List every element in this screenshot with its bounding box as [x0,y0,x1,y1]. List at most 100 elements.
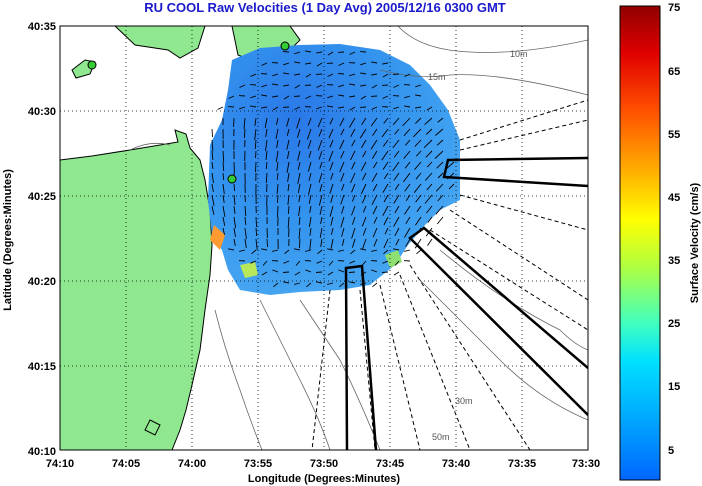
velocity-arrow [394,128,400,135]
velocity-arrow [284,249,290,255]
velocity-arrow [318,150,323,160]
y-axis: 40:35 40:30 40:25 40:20 40:15 40:10 Lati… [2,21,56,458]
velocity-arrow [405,216,411,225]
x-tick-label: 74:10 [46,458,74,470]
velocity-arrow [340,172,345,182]
velocity-arrow [266,238,268,248]
radar-beam-outlines [344,156,588,450]
velocity-arrow [437,194,444,202]
velocity-arrow [255,216,258,228]
velocity-arrow [351,238,356,248]
velocity-arrow [341,183,345,191]
velocity-arrow [286,128,290,136]
velocity-arrow [308,216,312,227]
velocity-arrow [351,205,356,216]
velocity-arrow [228,95,235,99]
velocity-arrow [319,183,323,192]
velocity-arrow [338,106,345,109]
velocity-arrow [447,172,455,180]
velocity-arrow [254,139,257,150]
colorbar: 75 65 55 45 35 25 15 5 Surface Velocity … [619,2,701,481]
velocity-arrow [286,161,290,173]
velocity-arrow [349,106,356,111]
velocity-arrow [370,139,378,150]
velocity-arrow [426,183,433,191]
velocity-arrow [405,194,411,202]
velocity-arrow [255,238,258,250]
velocity-arrow [222,183,225,194]
velocity-arrow [254,128,257,140]
velocity-arrow [329,161,334,171]
velocity-arrow [351,183,356,193]
velocity-arrow [319,161,323,169]
x-tick-label: 74:00 [178,458,206,470]
velocity-arrow [297,161,301,170]
velocity-arrow [373,216,378,224]
radar-site-marker [227,174,237,184]
velocity-arrow [294,106,301,110]
velocity-arrow [275,128,279,139]
velocity-arrow [287,216,290,229]
velocity-arrow [265,139,268,151]
velocity-arrow [211,194,215,206]
radar-site-marker [280,41,290,51]
velocity-arrow [426,106,433,111]
velocity-arrow [403,172,411,183]
velocity-arrow [371,172,378,182]
velocity-arrow [414,161,422,170]
velocity-arrow [286,150,290,159]
velocity-arrow [372,282,378,288]
velocity-arrow [425,150,433,158]
velocity-arrow [244,227,247,239]
velocity-arrow [233,227,236,237]
velocity-arrow [350,172,356,184]
velocity-arrow [307,139,312,149]
velocity-arrow [415,94,422,97]
velocity-arrow [307,161,312,172]
velocity-arrow [275,150,279,162]
velocity-arrow [244,205,247,217]
velocity-arrow [372,205,378,215]
velocity-arrow [262,260,268,266]
velocity-arrow [383,117,389,124]
velocity-arrow [349,73,356,77]
velocity-arrow [316,260,323,264]
velocity-arrow [362,205,367,213]
velocity-arrow [309,238,312,250]
velocity-arrow [250,260,257,264]
velocity-arrow [308,150,312,158]
velocity-arrow [349,51,356,55]
velocity-arrow [351,139,356,147]
velocity-arrow [327,95,334,99]
velocity-arrow [211,150,214,161]
contour-label: 10m [510,49,528,59]
velocity-arrow [233,216,237,228]
velocity-arrow [382,95,389,99]
velocity-arrow [294,73,301,76]
velocity-arrow [222,194,225,203]
velocity-arrow [360,248,367,251]
velocity-arrow [361,172,367,181]
plot-frame [59,25,589,451]
velocity-arrow [414,117,422,124]
velocity-arrow [265,161,268,170]
velocity-arrow [327,51,334,56]
velocity-arrow [320,216,323,224]
velocity-arrow [243,128,246,139]
velocity-arrow [306,282,312,288]
velocity-arrow [360,183,367,195]
y-tick-label: 40:25 [28,191,56,203]
velocity-arrow [261,94,268,97]
contour-label: 50m [432,432,450,442]
velocity-arrow [233,238,236,246]
velocity-arrow [255,161,257,173]
velocity-arrow [308,172,312,181]
colorbar-tick-label: 55 [668,129,680,141]
velocity-arrow [436,161,444,169]
velocity-arrow [211,161,214,169]
colorbar-tick-label: 15 [668,381,680,393]
velocity-arrow [382,161,389,170]
velocity-arrow [233,194,236,205]
velocity-arrow [392,161,400,172]
velocity-arrow [340,194,345,205]
